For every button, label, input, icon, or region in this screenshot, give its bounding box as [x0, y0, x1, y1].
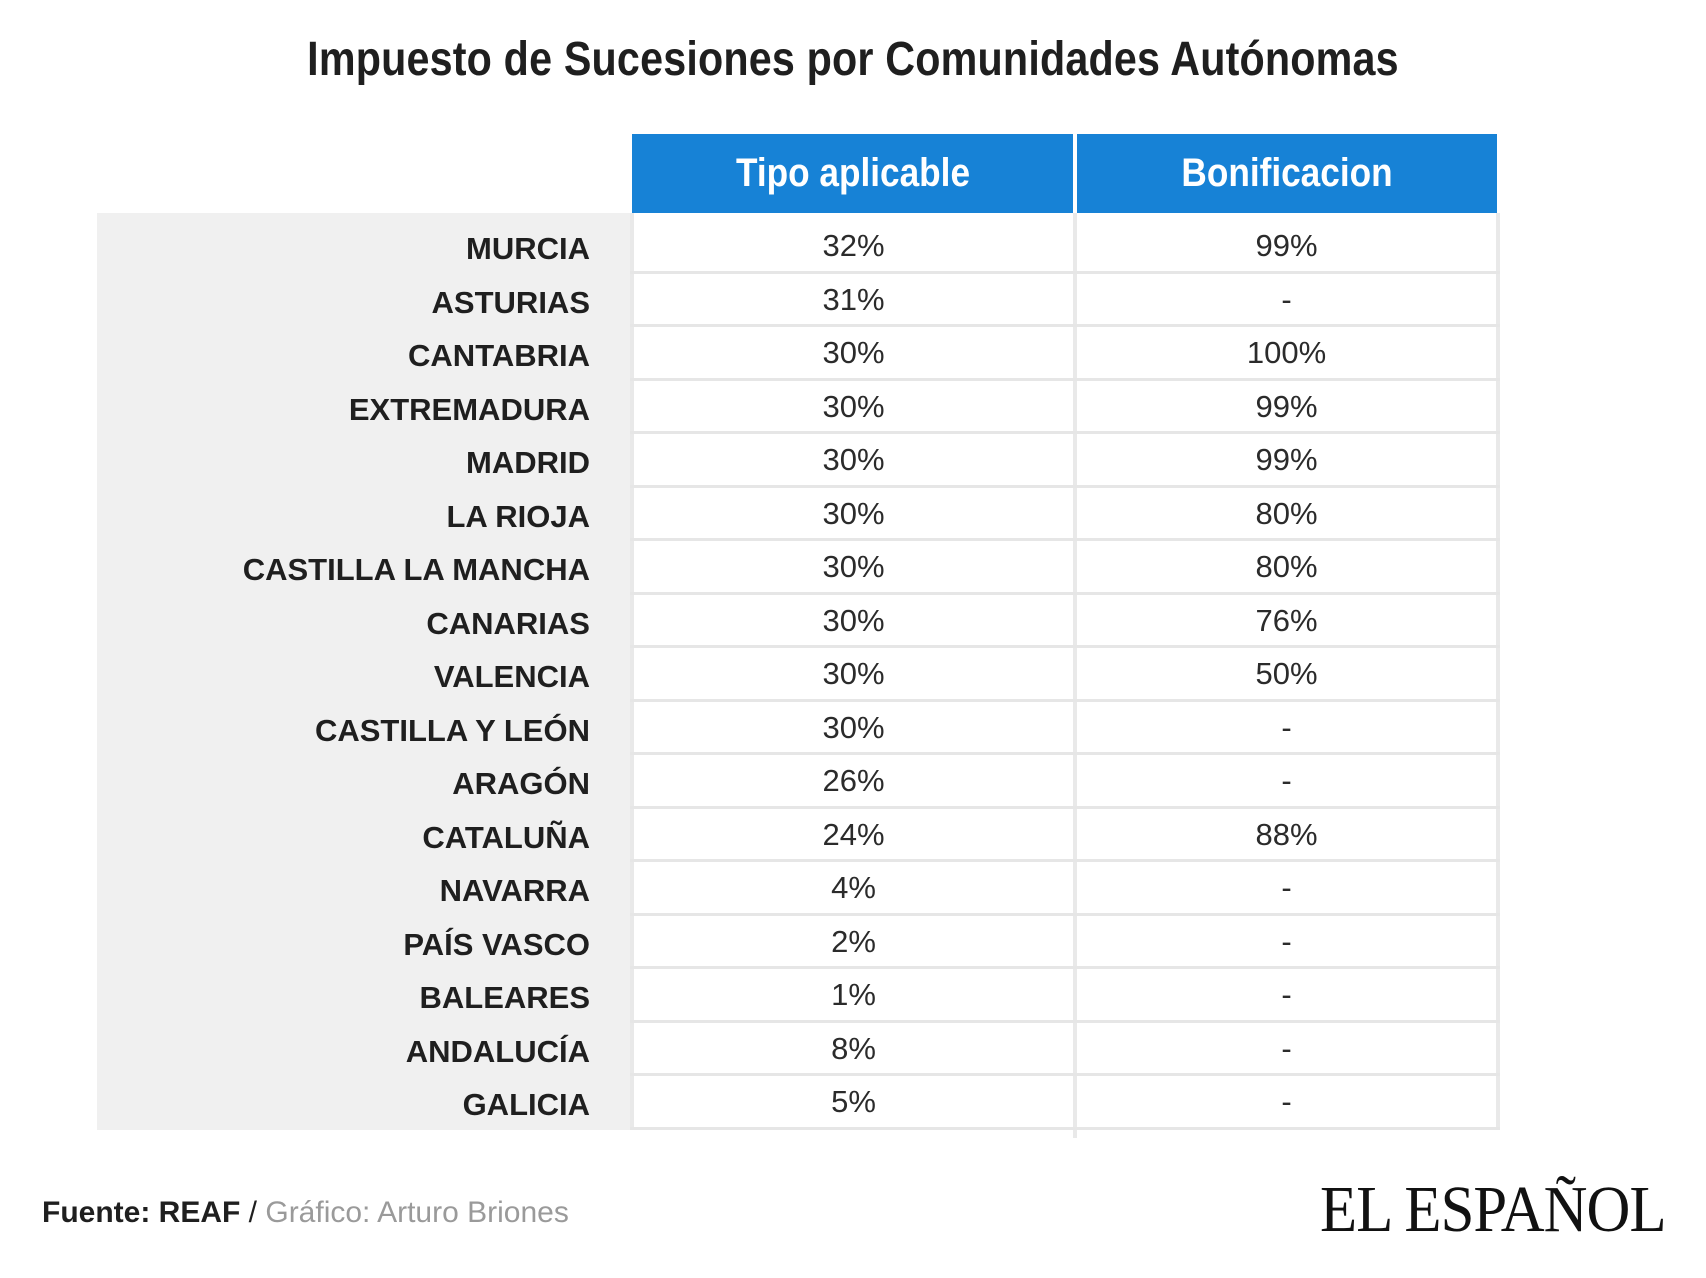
bonificacion-cell: 80% — [1255, 549, 1318, 584]
row-label: VALENCIA — [433, 659, 590, 694]
source-label: Fuente: REAF — [42, 1196, 241, 1229]
bonificacion-cell: 99% — [1255, 442, 1318, 477]
row-label: MURCIA — [466, 231, 590, 266]
tipo-aplicable-cell: 30% — [822, 335, 885, 370]
row-label: MADRID — [466, 445, 590, 480]
row-label: ANDALUCÍA — [405, 1034, 590, 1069]
column-header-tipo-aplicable: Tipo aplicable — [632, 134, 1073, 213]
footer-separator: / — [248, 1196, 258, 1229]
tipo-aplicable-cell: 24% — [822, 817, 885, 852]
source-footer: Fuente: REAF / Gráfico: Arturo Briones — [42, 1196, 569, 1230]
bonificacion-cell: 99% — [1255, 228, 1318, 263]
row-label: CATALUÑA — [422, 820, 590, 855]
bonificacion-cell: - — [1281, 710, 1292, 745]
tipo-aplicable-cell: 26% — [822, 763, 885, 798]
bonificacion-cell: - — [1281, 1084, 1292, 1119]
row-divider — [630, 966, 1500, 969]
tipo-aplicable-cell: 30% — [822, 442, 885, 477]
row-label: PAÍS VASCO — [403, 927, 590, 962]
tipo-aplicable-cell: 8% — [831, 1031, 876, 1066]
row-divider — [630, 645, 1500, 648]
row-label: CANARIAS — [426, 606, 590, 641]
row-label: ARAGÓN — [452, 766, 590, 801]
column-header-bonificacion-label: Bonificacion — [1181, 151, 1393, 195]
tipo-aplicable-cell: 30% — [822, 496, 885, 531]
bonificacion-cell: - — [1281, 924, 1292, 959]
row-divider — [630, 271, 1500, 274]
chart-title: Impuesto de Sucesiones por Comunidades A… — [307, 33, 1399, 86]
tipo-aplicable-cell: 32% — [822, 228, 885, 263]
row-label: CASTILLA Y LEÓN — [314, 713, 590, 748]
row-divider — [630, 1127, 1500, 1130]
tipo-aplicable-cell: 2% — [831, 924, 876, 959]
row-label: CANTABRIA — [408, 338, 590, 373]
row-divider — [630, 913, 1500, 916]
tipo-aplicable-cell: 4% — [831, 870, 876, 905]
tipo-aplicable-cell: 31% — [822, 282, 885, 317]
row-divider — [630, 806, 1500, 809]
bonificacion-cell: 80% — [1255, 496, 1318, 531]
row-divider — [630, 485, 1500, 488]
row-label: CASTILLA LA MANCHA — [242, 552, 590, 587]
row-label: GALICIA — [462, 1087, 590, 1122]
el-espanol-logo: EL ESPAÑOL — [1320, 1173, 1667, 1246]
tipo-aplicable-cell: 5% — [831, 1084, 876, 1119]
bonificacion-cell: - — [1281, 870, 1292, 905]
bonificacion-cell: - — [1281, 763, 1292, 798]
column-header-bonificacion: Bonificacion — [1077, 134, 1497, 213]
tipo-aplicable-cell: 30% — [822, 603, 885, 638]
table-divider-left — [630, 213, 634, 1128]
region-label-panel — [97, 213, 630, 1130]
bonificacion-cell: 50% — [1255, 656, 1318, 691]
row-divider — [630, 752, 1500, 755]
table-divider-right — [1496, 213, 1500, 1128]
row-divider — [630, 699, 1500, 702]
tipo-aplicable-cell: 1% — [831, 977, 876, 1012]
row-divider — [630, 378, 1500, 381]
row-divider — [630, 1020, 1500, 1023]
row-divider — [630, 859, 1500, 862]
tipo-aplicable-cell: 30% — [822, 549, 885, 584]
row-label: EXTREMADURA — [348, 392, 590, 427]
row-divider — [630, 324, 1500, 327]
tipo-aplicable-cell: 30% — [822, 389, 885, 424]
table-divider-middle — [1073, 213, 1077, 1138]
bonificacion-cell: - — [1281, 282, 1292, 317]
graphic-credit: Gráfico: Arturo Briones — [265, 1196, 569, 1229]
bonificacion-cell: 100% — [1246, 335, 1327, 370]
row-divider — [630, 1073, 1500, 1076]
row-label: BALEARES — [419, 980, 590, 1015]
row-divider — [630, 538, 1500, 541]
bonificacion-cell: 99% — [1255, 389, 1318, 424]
column-header-tipo-aplicable-label: Tipo aplicable — [735, 151, 970, 195]
row-divider — [630, 592, 1500, 595]
row-divider — [630, 431, 1500, 434]
row-label: ASTURIAS — [431, 285, 590, 320]
bonificacion-cell: - — [1281, 1031, 1292, 1066]
row-label: LA RIOJA — [446, 499, 590, 534]
bonificacion-cell: 76% — [1255, 603, 1318, 638]
row-label: NAVARRA — [439, 873, 590, 908]
bonificacion-cell: 88% — [1255, 817, 1318, 852]
tipo-aplicable-cell: 30% — [822, 656, 885, 691]
tipo-aplicable-cell: 30% — [822, 710, 885, 745]
bonificacion-cell: - — [1281, 977, 1292, 1012]
